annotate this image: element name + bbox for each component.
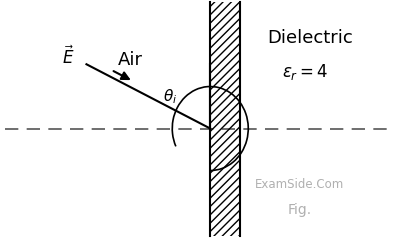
Text: Fig.: Fig. (288, 203, 312, 217)
Text: $\vec{E}$: $\vec{E}$ (62, 45, 75, 68)
Text: $\varepsilon_r=4$: $\varepsilon_r=4$ (282, 62, 328, 82)
Text: Dielectric: Dielectric (267, 29, 353, 47)
Text: ExamSide.Com: ExamSide.Com (255, 178, 345, 192)
Text: $\theta_i$: $\theta_i$ (163, 87, 178, 106)
Text: Air: Air (118, 51, 143, 69)
Bar (210, 2, 240, 236)
